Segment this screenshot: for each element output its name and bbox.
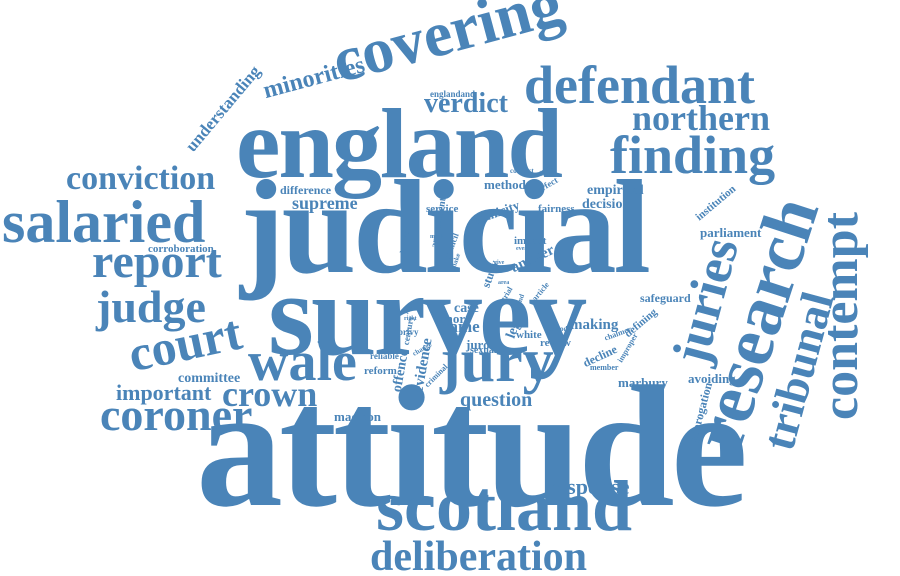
word-report: report [92,235,222,288]
word-mock: mock [430,234,444,240]
word-northern: northern [632,98,770,138]
word-difference: difference [280,183,332,197]
word-scotland: scotland [376,466,633,546]
word-important: important [116,380,212,405]
word-bame: bame [440,317,480,336]
word-area: area [498,280,510,286]
word-corroboration: corroboration [148,243,214,255]
word-privy: privy [398,327,419,337]
word-judge: judge [96,281,206,332]
word-safeguard: safeguard [640,291,691,305]
word-member: member [590,363,619,372]
word-event: event [516,246,530,252]
word-making: making [570,317,619,333]
word-review: review [540,337,571,349]
word-question: question [460,389,533,411]
word-madison: madison [334,409,381,424]
word-juror: juror [466,337,496,352]
word-empirical: empirical [587,183,644,198]
word-survey: survey [268,249,587,380]
word-deliberation: deliberation [370,534,587,576]
word-avoiding: avoiding [688,371,736,386]
word-give: give [494,260,505,266]
word-judicial: judicial [240,153,651,301]
word-parliament: parliament [700,225,762,240]
word-crown: crown [222,374,318,414]
word-decision: decision [582,197,631,212]
word-jury: jury [440,327,554,395]
word-reform: reform [364,365,397,377]
word-reliable: reliable [370,351,399,361]
word-verdict: verdict [424,88,508,119]
word-coroner: coroner [100,389,253,440]
word-sexual: sexual [470,345,497,356]
word-salaried: salaried [2,189,206,255]
word-england: england [236,88,563,199]
word-white: white [516,329,542,341]
word-impact: impact [514,235,547,247]
word-attitude: attitude [196,350,748,543]
word-supreme: supreme [292,193,358,213]
word-committee: committee [178,371,241,386]
word-institution: institution [693,182,739,224]
word-englandand: englandand [430,89,476,99]
word-right: right [404,316,417,322]
word-finding: finding [610,125,776,185]
word-marbury: marbury [618,375,668,390]
word-wale: wale [248,331,357,393]
word-more: more [442,311,471,326]
word-service: service [426,203,459,215]
word-fairness: fairness [538,203,575,215]
word-response: response [548,474,630,499]
word-case: case [454,301,479,316]
word-conviction: conviction [66,160,216,197]
word-conduct: conduct [510,167,534,175]
word-defendant: defendant [524,55,756,115]
word-method: method [484,177,526,192]
word-period: period [548,325,568,333]
